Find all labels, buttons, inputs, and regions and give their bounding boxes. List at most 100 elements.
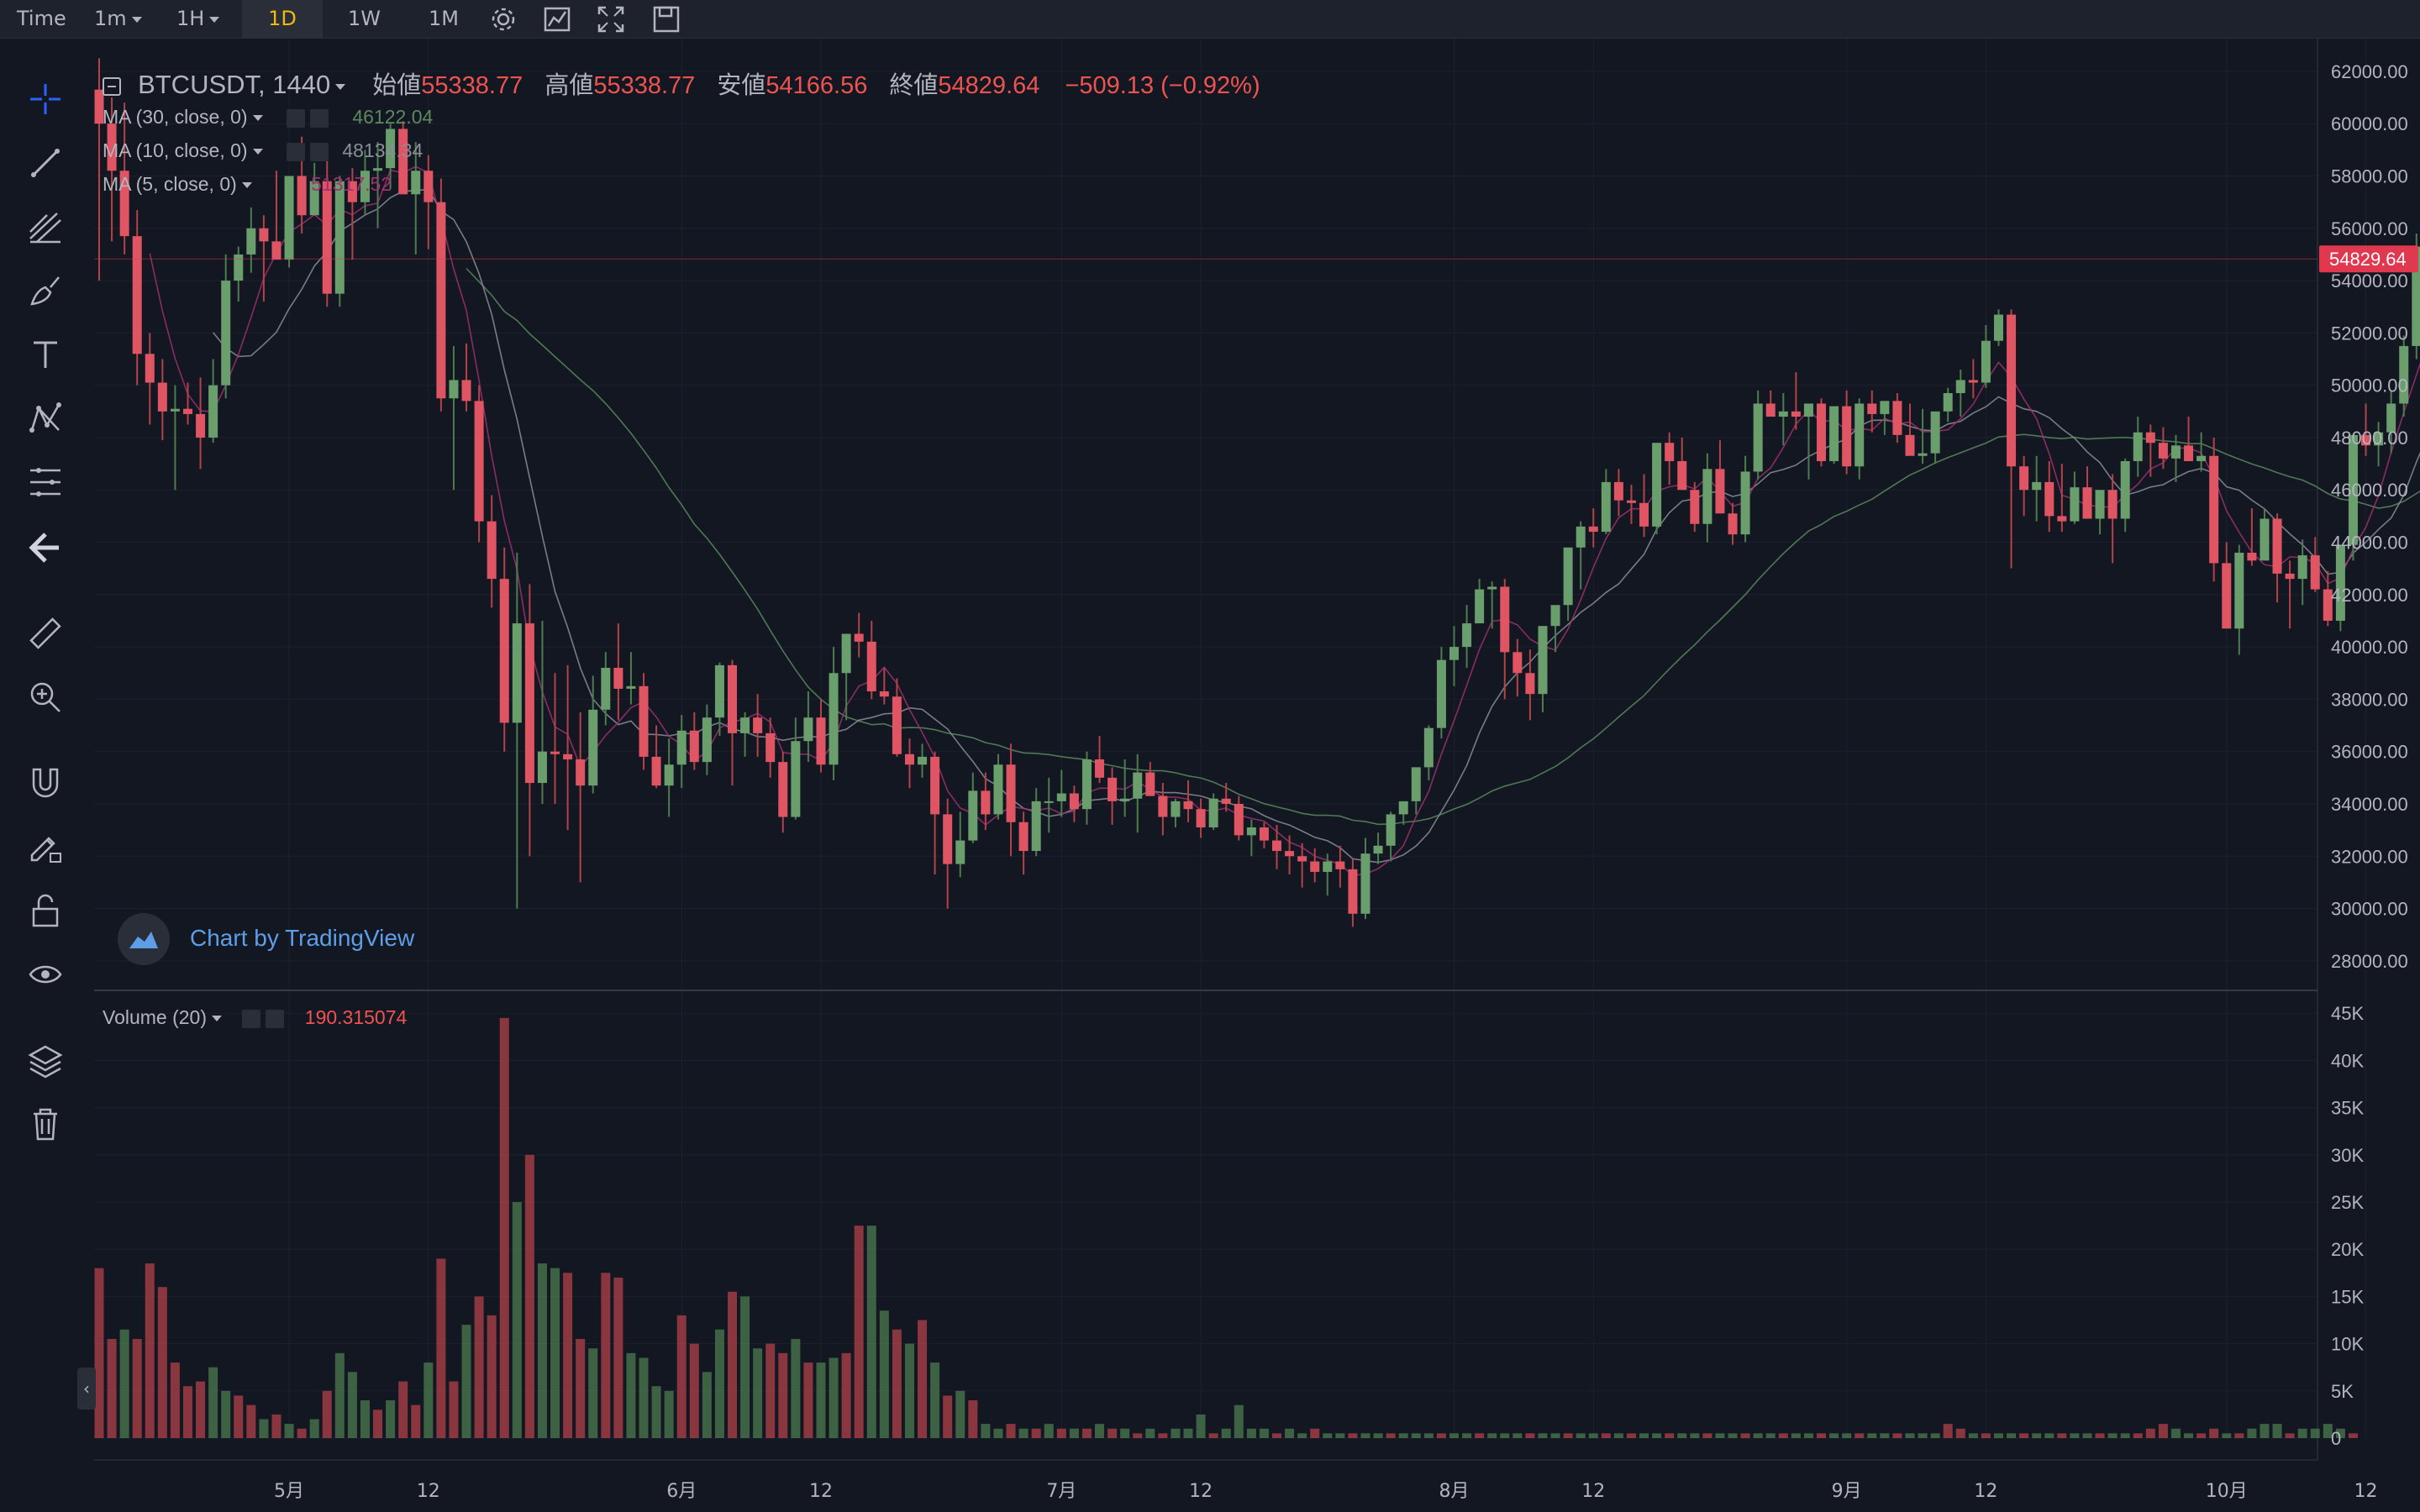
candle (2070, 471, 2080, 524)
legend-collapse-icon[interactable] (103, 77, 121, 97)
magnet-icon[interactable] (27, 764, 64, 801)
candle-body (2019, 466, 2029, 491)
ma10-settings-icon[interactable] (286, 142, 305, 161)
ma10-label[interactable]: MA (10, close, 0) (103, 139, 248, 161)
candle-body (461, 380, 471, 402)
volume-bar (1918, 1433, 1928, 1438)
pitchfork-icon[interactable] (27, 208, 64, 245)
chevron-down-icon[interactable] (212, 1016, 223, 1022)
price-tick-label: 48000.00 (2331, 428, 2408, 449)
candle-body (676, 730, 687, 765)
volume-bar (2348, 1433, 2358, 1438)
volume-bar (1500, 1433, 1510, 1438)
fib-icon[interactable] (27, 464, 64, 501)
unlock-icon[interactable] (27, 892, 64, 929)
candle-body (1791, 411, 1801, 417)
volume-bar (714, 1329, 724, 1438)
grid (94, 39, 2367, 1439)
chevron-down-icon[interactable] (335, 83, 346, 90)
eye-icon[interactable] (27, 956, 64, 993)
trash-icon[interactable] (27, 1105, 64, 1142)
ma5-value: 51317.52 (311, 173, 392, 195)
volume-close-icon[interactable] (266, 1009, 285, 1028)
ma30-label[interactable]: MA (30, close, 0) (103, 106, 248, 128)
volume-bar (449, 1381, 459, 1438)
candle (1272, 824, 1282, 869)
candle-body (1423, 727, 1434, 768)
chevron-down-icon (131, 16, 142, 23)
candle-body (1310, 861, 1320, 872)
volume-label[interactable]: Volume (20) (103, 1006, 208, 1028)
volume-bar (1386, 1433, 1396, 1438)
volume-bar (2007, 1433, 2017, 1438)
candle-body (2120, 460, 2130, 519)
time-tick-label: 12 (1974, 1481, 1997, 1502)
volume-bar (1842, 1433, 1852, 1438)
candle-body (1449, 647, 1459, 660)
candle-body (1576, 526, 1586, 548)
crosshair-icon[interactable] (27, 81, 64, 118)
candle-body (386, 129, 396, 169)
volume-bar (2196, 1433, 2207, 1438)
volume-bar (1158, 1433, 1168, 1438)
candle-body (208, 385, 218, 438)
pattern-icon[interactable] (27, 400, 64, 437)
ruler-icon[interactable] (27, 615, 64, 652)
candle (664, 738, 674, 817)
brush-icon[interactable] (27, 272, 64, 309)
candle-body (879, 691, 889, 697)
ma10-close-icon[interactable] (309, 142, 329, 161)
ma30-close-icon[interactable] (309, 108, 329, 128)
ma5-label[interactable]: MA (5, close, 0) (103, 173, 237, 195)
interval-1d-button[interactable]: 1D (242, 0, 323, 38)
volume-bar (993, 1428, 1003, 1438)
price-tick-label: 54000.00 (2331, 270, 2408, 291)
layers-icon[interactable] (27, 1042, 64, 1079)
collapse-panel-button[interactable]: ‹ (77, 1368, 96, 1410)
lock-draw-icon[interactable] (27, 828, 64, 865)
candle-body (981, 790, 991, 815)
candle-body (1512, 652, 1523, 674)
candle (1639, 474, 1649, 538)
interval-1w-button[interactable]: 1W (348, 0, 381, 38)
candle (259, 215, 269, 302)
indicator-icon[interactable] (543, 5, 571, 34)
text-icon[interactable] (27, 336, 64, 373)
volume-settings-icon[interactable] (242, 1009, 261, 1028)
candle (1310, 848, 1320, 883)
candle (1145, 762, 1155, 796)
candle-body (1386, 814, 1396, 846)
volume-bar (474, 1296, 484, 1438)
candle (1044, 777, 1054, 833)
volume-bar (537, 1263, 547, 1438)
candle-body (1740, 471, 1750, 535)
zoom-in-icon[interactable] (27, 679, 64, 716)
candle-body (1107, 777, 1118, 801)
interval-1h-button[interactable]: 1H (176, 0, 220, 38)
back-arrow-icon[interactable] (27, 529, 64, 566)
save-icon[interactable] (652, 5, 681, 34)
volume-bar (1031, 1428, 1041, 1438)
chevron-down-icon[interactable] (252, 149, 263, 155)
candle-body (1728, 513, 1738, 535)
candle (1500, 579, 1510, 700)
price-axis: 28000.00 30000.00 32000.00 34000.00 36000.00… (2331, 61, 2408, 972)
trend-line-icon[interactable] (27, 144, 64, 181)
chevron-down-icon[interactable] (252, 115, 263, 122)
price-tick-label: 52000.00 (2331, 323, 2408, 344)
interval-1mo-button[interactable]: 1M (429, 0, 459, 38)
chevron-down-icon[interactable] (241, 182, 252, 189)
candle-body (1323, 861, 1333, 872)
fullscreen-icon[interactable] (597, 5, 625, 34)
volume-bar (1765, 1433, 1776, 1438)
candle (398, 121, 408, 195)
candle (537, 620, 547, 804)
ma30-settings-icon[interactable] (286, 108, 305, 128)
interval-1m-button[interactable]: 1m (94, 0, 142, 38)
symbol-label[interactable]: BTCUSDT, 1440 (138, 70, 331, 99)
candle-body (2399, 345, 2409, 404)
candle-body (398, 129, 408, 195)
gear-icon[interactable] (489, 5, 518, 34)
candle (1817, 398, 1827, 467)
